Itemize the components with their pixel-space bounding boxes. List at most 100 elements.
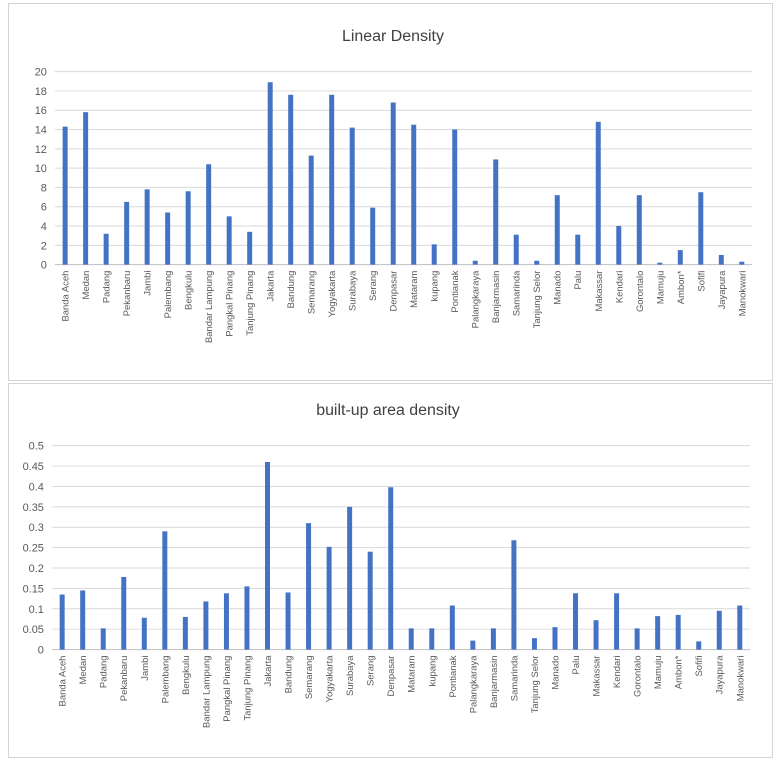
- y-tick-label: 0.2: [29, 563, 44, 575]
- bar: [285, 592, 291, 650]
- bar: [614, 593, 620, 650]
- bar: [472, 260, 478, 265]
- bar: [203, 601, 209, 650]
- x-tick-label: Mataram: [407, 655, 418, 692]
- bar: [103, 233, 109, 265]
- x-tick-label: Bandung: [284, 656, 295, 694]
- bar: [677, 250, 683, 265]
- bar: [185, 191, 191, 265]
- x-tick-label: Samarinda: [512, 270, 523, 316]
- y-tick-label: 4: [41, 221, 47, 233]
- x-tick-label: Kendari: [614, 271, 625, 304]
- linear-density-svg: Linear Density 0 2 4 6 8 10 12 14 16 18 20 Banda Ac…: [35, 28, 753, 343]
- x-tick-label: Bengkulu: [181, 656, 192, 695]
- x-tick-label: Bandung: [286, 271, 297, 309]
- bar: [244, 586, 250, 650]
- y-tick-label: 2: [41, 240, 47, 252]
- x-tick-label: Denpasar: [386, 656, 397, 697]
- x-tick-label: Jakarta: [263, 655, 274, 687]
- bar: [370, 207, 376, 265]
- bar: [367, 551, 373, 650]
- x-tick-label: Manokwari: [735, 656, 746, 702]
- bar: [636, 195, 642, 265]
- y-tick-label: 0.45: [23, 461, 44, 473]
- x-tick-label: Palangkaraya: [468, 655, 479, 713]
- x-tick-label: Banda Aceh: [58, 656, 69, 707]
- bar: [470, 640, 476, 650]
- x-tick-label: Mamuju: [655, 271, 666, 305]
- x-tick-label: Palembang: [160, 656, 171, 704]
- x-tick-label: Jayapura: [715, 655, 726, 695]
- linear-density-chart: Linear Density 0 2 4 6 8 10 12 14 16 18 20 Banda Ac…: [8, 3, 773, 381]
- y-tick-label: 16: [35, 105, 47, 117]
- x-tick-label: kupang: [430, 271, 441, 302]
- bar: [124, 201, 130, 265]
- bar: [634, 628, 640, 650]
- bar: [162, 531, 168, 650]
- x-tick-label: Bandar Lampung: [201, 656, 212, 728]
- x-tick-label: Tanjung Selor: [532, 271, 543, 329]
- bar: [593, 620, 599, 650]
- y-tick-label: 6: [41, 202, 47, 214]
- x-tick-label: Manado: [550, 656, 561, 690]
- y-tick-label: 18: [35, 86, 47, 98]
- x-tick-label: Sofifi: [696, 271, 707, 292]
- y-tick-label: 0: [41, 260, 47, 272]
- x-tick-label: Semarang: [304, 656, 315, 700]
- x-tick-label: Tanjung Pinang: [245, 271, 256, 336]
- bar: [144, 189, 150, 265]
- x-tick-label: Banjarmasin: [489, 656, 500, 708]
- bar: [408, 628, 414, 650]
- x-tick-label: Pangkal Pinang: [225, 271, 236, 337]
- x-tick-label: Denpasar: [389, 271, 400, 312]
- bar: [431, 244, 437, 265]
- y-tick-label: 0.15: [23, 583, 44, 595]
- bar: [83, 112, 89, 265]
- bar: [534, 260, 540, 265]
- y-tick-label: 12: [35, 144, 47, 156]
- x-tick-label: Pekanbaru: [122, 271, 133, 317]
- bar: [62, 126, 68, 265]
- chart-title: Linear Density: [342, 28, 444, 45]
- y-tick-label: 8: [41, 182, 47, 194]
- x-tick-label: Banda Aceh: [61, 271, 72, 322]
- bar: [80, 590, 86, 650]
- built-up-area-density-chart: built-up area density 0 0.05 0.1 0.15 0.2 0.2…: [8, 383, 773, 758]
- x-tick-label: Makassar: [594, 271, 605, 312]
- bar: [595, 121, 601, 265]
- bar: [326, 546, 332, 650]
- bar: [265, 461, 270, 650]
- x-tick-label: Banjarmasin: [491, 271, 502, 323]
- bar: [429, 628, 435, 650]
- bar: [182, 616, 188, 650]
- bar: [511, 540, 517, 650]
- x-tick-label: Serang: [366, 656, 377, 686]
- bar: [288, 94, 294, 265]
- x-tick-label: Palu: [573, 271, 584, 290]
- y-tick-label: 0.3: [29, 522, 44, 534]
- bar: [390, 102, 396, 265]
- y-tick-label: 20: [35, 67, 47, 79]
- bar: [493, 159, 499, 265]
- x-tick-label: Medan: [81, 271, 92, 300]
- bar: [267, 82, 273, 265]
- bar: [347, 506, 353, 650]
- x-tick-label: Gorontalo: [635, 271, 646, 312]
- bar: [490, 628, 496, 650]
- x-tick-label: Gorontalo: [633, 656, 644, 697]
- bar: [675, 614, 681, 650]
- bar: [349, 127, 355, 265]
- x-tick-label: Pontianak: [448, 655, 459, 697]
- bar: [716, 610, 722, 650]
- bar: [411, 124, 417, 265]
- x-tick-label: Ambon*: [676, 270, 687, 304]
- x-tick-label: Jambi: [143, 271, 154, 296]
- x-tick-label: Samarinda: [509, 655, 520, 701]
- x-tick-label: Manokwari: [737, 271, 748, 317]
- x-tick-label: Mamuju: [653, 656, 664, 690]
- bar: [59, 594, 65, 650]
- bar: [739, 261, 745, 265]
- x-tick-label: Jayapura: [717, 270, 728, 310]
- x-tick-label: Bengkulu: [184, 271, 195, 310]
- bar: [223, 593, 229, 650]
